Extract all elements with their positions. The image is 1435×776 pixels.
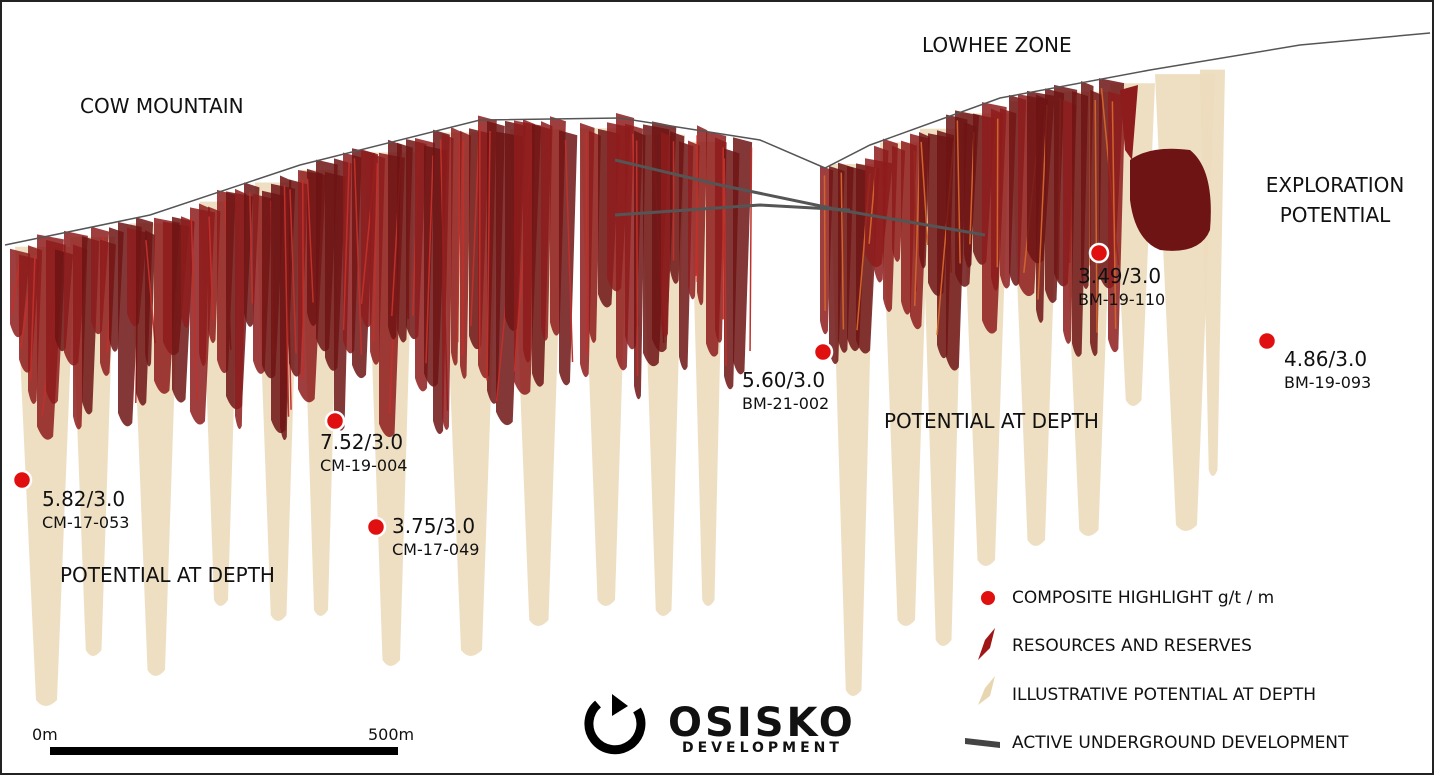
vein xyxy=(301,180,305,380)
depth-label: POTENTIAL AT DEPTH xyxy=(884,409,1099,433)
underground-development xyxy=(614,158,986,237)
highlight-value: 3.49/3.0 xyxy=(1078,264,1162,288)
vein xyxy=(283,185,290,417)
vein xyxy=(208,216,214,320)
resource-body xyxy=(1130,148,1211,251)
highlight-hole: CM-17-053 xyxy=(42,513,130,532)
vein xyxy=(145,240,156,344)
highlight-hole: BM-19-093 xyxy=(1284,373,1372,392)
resource-body xyxy=(541,121,553,341)
vein xyxy=(564,140,574,363)
logo-mark xyxy=(584,694,646,755)
resource-body xyxy=(697,125,708,306)
resource-body xyxy=(661,132,673,338)
vein xyxy=(425,155,434,364)
scale-label: 500m xyxy=(368,725,415,744)
vein xyxy=(10,258,21,314)
highlight-value: 5.82/3.0 xyxy=(42,487,126,511)
highlight-value: 7.52/3.0 xyxy=(320,430,404,454)
vein xyxy=(306,178,314,303)
legend-icons xyxy=(965,589,1000,748)
highlight-value: 3.75/3.0 xyxy=(392,514,476,538)
highlight-dot xyxy=(1256,330,1278,352)
depth-label: POTENTIAL AT DEPTH xyxy=(60,563,275,587)
vein xyxy=(470,138,480,326)
highlight-value: 4.86/3.0 xyxy=(1284,347,1368,371)
potential-column xyxy=(1200,69,1225,476)
highlight-dot xyxy=(812,341,834,363)
scale-label: 0m xyxy=(32,725,58,744)
vein xyxy=(635,140,639,376)
highlight-hole: BM-19-110 xyxy=(1078,290,1166,309)
highlight-hole: BM-21-002 xyxy=(742,394,830,413)
highlight-dot xyxy=(11,469,33,491)
highlight-dot xyxy=(1088,242,1110,264)
vein xyxy=(840,172,845,330)
zone-label: EXPLORATION POTENTIAL xyxy=(1265,173,1405,227)
zone-label: LOWHEE ZONE xyxy=(922,33,1072,57)
logo-sub: DEVELOPMENT xyxy=(682,740,843,756)
vein xyxy=(823,175,826,311)
vein xyxy=(342,162,350,331)
highlight-dot xyxy=(324,410,346,432)
vein xyxy=(249,192,254,304)
logo-name: OSISKO xyxy=(668,700,856,746)
legend-label: ILLUSTRATIVE POTENTIAL AT DEPTH xyxy=(1012,685,1317,705)
vein xyxy=(1094,100,1098,333)
vein xyxy=(956,120,961,264)
legend-label: RESOURCES AND RESERVES xyxy=(1012,636,1252,656)
highlight-dot xyxy=(365,516,387,538)
vein xyxy=(289,189,297,354)
legend-label: ACTIVE UNDERGROUND DEVELOPMENT xyxy=(1012,733,1349,753)
vein xyxy=(723,158,727,366)
zone-label: COW MOUNTAIN xyxy=(80,94,244,118)
resource-body xyxy=(1108,91,1126,353)
resource-body xyxy=(559,130,578,386)
vein xyxy=(749,147,753,352)
resource-body xyxy=(280,175,292,441)
topography xyxy=(4,32,1431,246)
resource-body xyxy=(733,137,753,375)
resource-body xyxy=(1120,85,1138,160)
vein xyxy=(353,158,363,355)
highlight-hole: CM-17-049 xyxy=(392,540,480,559)
legend-label: COMPOSITE HIGHLIGHT g/t / m xyxy=(1012,588,1275,608)
vein xyxy=(486,130,491,381)
vein xyxy=(456,137,461,343)
vein xyxy=(372,163,379,342)
highlight-hole: CM-19-004 xyxy=(320,456,408,475)
vein xyxy=(1111,101,1117,329)
vein xyxy=(29,255,36,381)
resource-body xyxy=(442,133,454,430)
vein xyxy=(461,140,465,356)
highlight-value: 5.60/3.0 xyxy=(742,368,826,392)
resource-bodies xyxy=(10,78,1211,441)
resource-body xyxy=(235,188,247,430)
resource-body xyxy=(199,203,211,367)
vein xyxy=(190,217,198,402)
vein xyxy=(920,141,929,246)
resource-body xyxy=(589,130,601,343)
